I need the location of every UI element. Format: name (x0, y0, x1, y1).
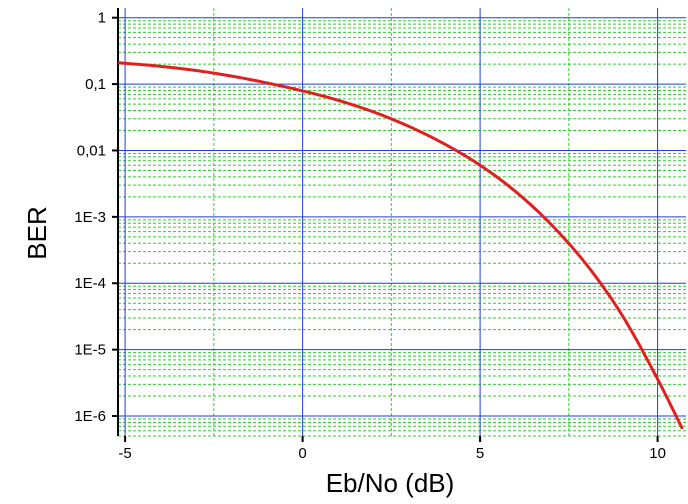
y-tick-label: 1E-6 (74, 408, 106, 425)
x-axis-title: Eb/No (dB) (326, 468, 455, 498)
x-tick-label: -5 (118, 445, 131, 462)
y-tick-label: 1E-4 (74, 275, 106, 292)
major-grid (118, 8, 686, 436)
x-tick-label: 10 (649, 445, 666, 462)
axes (112, 8, 659, 442)
x-tick-label: 0 (298, 445, 306, 462)
y-tick-label: 0,1 (85, 76, 106, 93)
tick-labels: 1 0,1 0,01 1E-3 1E-4 1E-5 1E-6 -5 0 5 10 (74, 10, 666, 462)
y-tick-label: 1E-5 (74, 342, 106, 359)
series-layer (117, 61, 684, 430)
y-tick-label: 1E-3 (74, 209, 106, 226)
x-tick-label: 5 (476, 445, 484, 462)
minor-grid (118, 8, 686, 437)
y-axis-title: BER (22, 206, 52, 259)
y-tick-label: 0,01 (77, 142, 106, 159)
y-tick-label: 1 (98, 10, 106, 27)
ber-curve-line (117, 61, 684, 430)
